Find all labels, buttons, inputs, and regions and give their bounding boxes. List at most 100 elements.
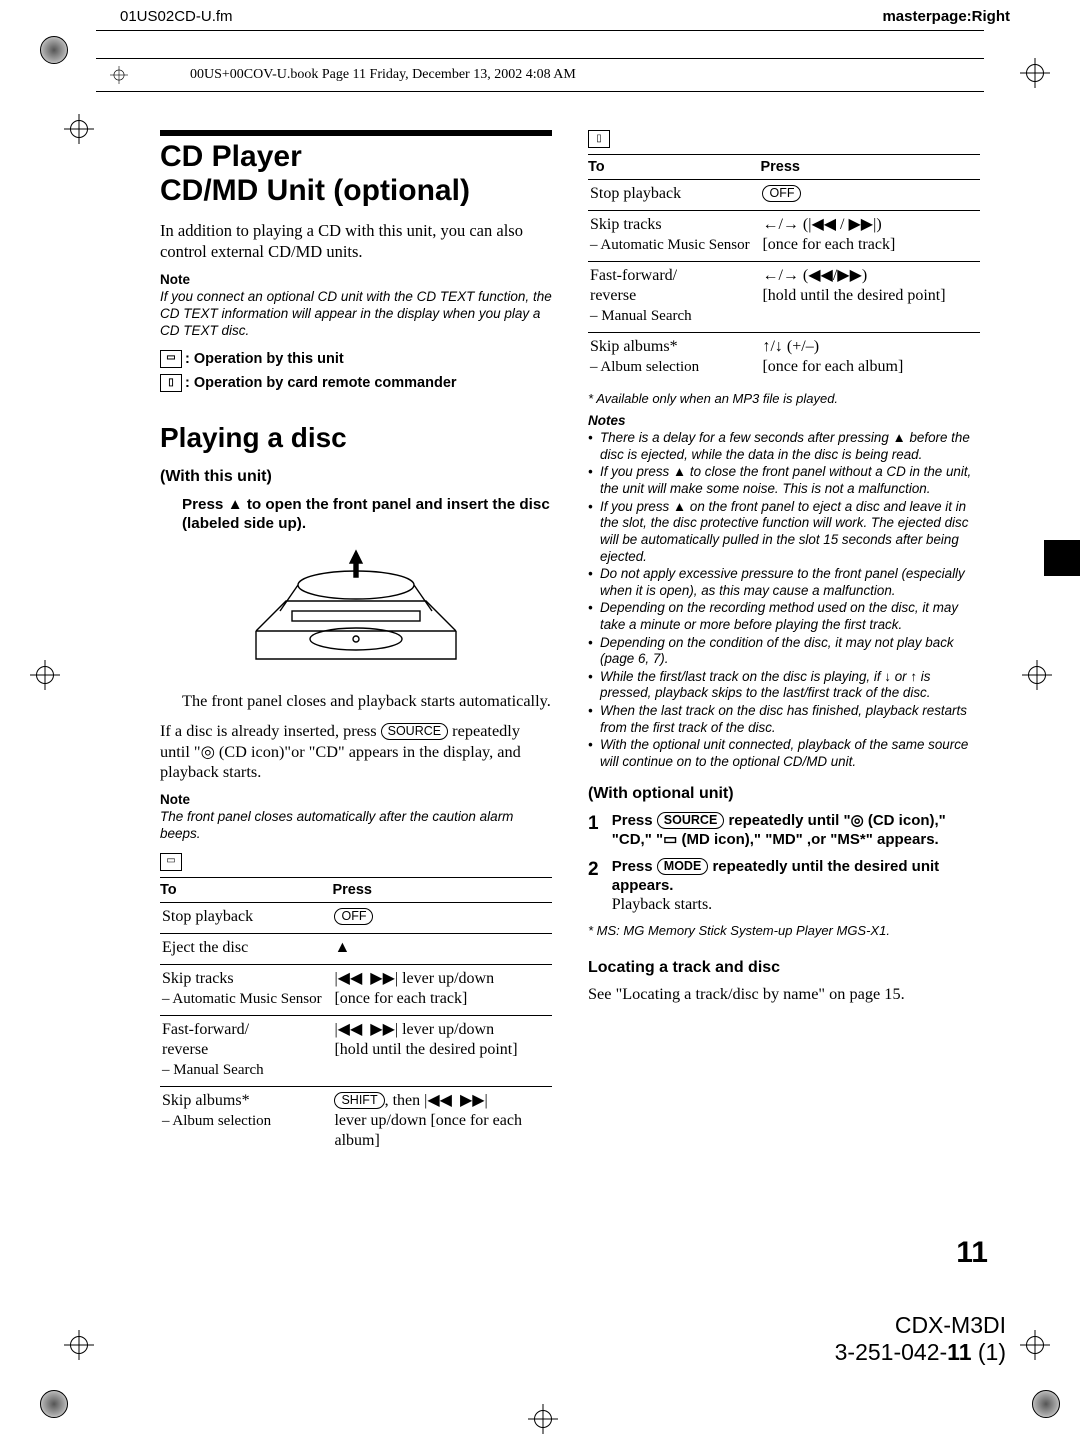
table-cell-press: SHIFT, then |◀◀ ▶▶|lever up/down [once f…	[332, 1086, 552, 1157]
footer-code-c: (1)	[972, 1339, 1007, 1365]
reg-top-left-cross-icon	[64, 114, 94, 149]
note1-heading: Note	[160, 272, 552, 289]
table-row: Stop playbackOFF	[160, 902, 552, 933]
table-cell-press: OFF	[332, 902, 552, 933]
note-item: If you press ▲ on the front panel to eje…	[588, 499, 980, 565]
table-row: Fast-forward/reverse– Manual Search|◀◀ ▶…	[160, 1015, 552, 1086]
already-c: (CD icon)"or "CD" appears in the display…	[160, 742, 521, 781]
legend-unit-text: : Operation by this unit	[185, 351, 344, 367]
reg-bot-center-icon	[528, 1404, 558, 1439]
remote-icon: ▯	[160, 374, 182, 392]
table-cell-to: Fast-forward/reverse– Manual Search	[588, 262, 760, 333]
remote-op-table: ToPress Stop playbackOFFSkip tracks– Aut…	[588, 154, 980, 383]
table-cell-to: Stop playback	[160, 902, 332, 933]
note-item: Depending on the condition of the disc, …	[588, 635, 980, 668]
legend-remote: ▯: Operation by card remote commander	[160, 374, 552, 392]
table-row: Skip albums*– Album selection↑/↓ (+/–)[o…	[588, 333, 980, 384]
note-item: If you press ▲ to close the front panel …	[588, 464, 980, 497]
unit-icon: ▭	[160, 350, 182, 368]
table-cell-press: ←/→ (|◀◀ / ▶▶|)[once for each track]	[760, 211, 980, 262]
legend-remote-text: : Operation by card remote commander	[185, 375, 457, 391]
reg-mid-right-icon	[1022, 660, 1052, 695]
footer-code-b: 11	[947, 1339, 971, 1365]
source-key: SOURCE	[381, 723, 448, 740]
unit-icon-2: ▭	[160, 853, 182, 871]
table-cell-press: |◀◀ ▶▶| lever up/down[once for each trac…	[332, 964, 552, 1015]
bookbar-text: 00US+00COV-U.book Page 11 Friday, Decemb…	[190, 67, 576, 83]
table-cell-to: Skip albums*– Album selection	[160, 1086, 332, 1157]
subhead-with-optional: (With optional unit)	[588, 784, 980, 804]
page-number: 11	[956, 1236, 988, 1270]
step-2-num: 2	[588, 858, 608, 882]
left-column: CD Player CD/MD Unit (optional) In addit…	[160, 130, 552, 1157]
table-cell-to: Stop playback	[588, 180, 760, 211]
insert-disc-illustration	[246, 541, 466, 681]
table-row: Skip tracks– Automatic Music Sensor|◀◀ ▶…	[160, 964, 552, 1015]
note2-text: The front panel closes automatically aft…	[160, 809, 552, 842]
locating-text: See "Locating a track/disc by name" on p…	[588, 984, 980, 1004]
remote-th-to: To	[588, 155, 760, 180]
table-row: Eject the disc▲	[160, 933, 552, 964]
section-playing-disc: Playing a disc	[160, 420, 552, 455]
note-item: While the first/last track on the disc i…	[588, 669, 980, 702]
table-cell-to: Skip albums*– Album selection	[588, 333, 760, 384]
table-cell-to: Eject the disc	[160, 933, 332, 964]
already-a: If a disc is already inserted, press	[160, 721, 381, 740]
title-line-2: CD/MD Unit (optional)	[160, 174, 470, 207]
bookbar-reg-icon	[110, 66, 128, 84]
subhead-with-unit: (With this unit)	[160, 467, 552, 487]
table-row: Fast-forward/reverse– Manual Search←/→ (…	[588, 262, 980, 333]
table-row: Stop playbackOFF	[588, 180, 980, 211]
footer-model: CDX-M3DI	[895, 1312, 1006, 1338]
after-insert-text: The front panel closes and playback star…	[182, 691, 552, 711]
section-rule	[160, 130, 552, 136]
remote-icon-2: ▯	[588, 130, 610, 148]
footer-code-a: 3-251-042-	[835, 1339, 948, 1365]
page-title: CD Player CD/MD Unit (optional)	[160, 140, 552, 207]
table-cell-press: |◀◀ ▶▶| lever up/down[hold until the des…	[332, 1015, 552, 1086]
edge-tab	[1044, 540, 1080, 576]
table-cell-press: ▲	[332, 933, 552, 964]
reg-top-right-icon	[1020, 58, 1050, 93]
header-right: masterpage:Right	[882, 8, 1010, 25]
note-item: There is a delay for a few seconds after…	[588, 430, 980, 463]
table-cell-press: ←/→ (◀◀/▶▶)[hold until the desired point…	[760, 262, 980, 333]
reg-bot-left-icon	[40, 1390, 68, 1423]
table-cell-to: Skip tracks– Automatic Music Sensor	[160, 964, 332, 1015]
step-1: 1 Press SOURCE repeatedly until "◎ (CD i…	[588, 812, 980, 850]
title-line-1: CD Player	[160, 140, 302, 173]
note2-heading: Note	[160, 792, 552, 809]
reg-top-left-icon	[40, 36, 68, 69]
s1d: (MD icon)," "MD" ,or "MS*" appears.	[677, 831, 938, 848]
intro-text: In addition to playing a CD with this un…	[160, 221, 552, 262]
table-row: Skip tracks– Automatic Music Sensor←/→ (…	[588, 211, 980, 262]
footnote-ms: * MS: MG Memory Stick System-up Player M…	[588, 923, 980, 939]
table-cell-to: Fast-forward/reverse– Manual Search	[160, 1015, 332, 1086]
note-item: With the optional unit connected, playba…	[588, 737, 980, 770]
table-cell-press: OFF	[760, 180, 980, 211]
header-rule	[96, 30, 984, 31]
reg-bot-right-cross-icon	[1020, 1330, 1050, 1365]
s1a: Press	[612, 812, 657, 829]
book-bar: 00US+00COV-U.book Page 11 Friday, Decemb…	[96, 58, 984, 92]
note1-text: If you connect an optional CD unit with …	[160, 289, 552, 339]
reg-bot-left-cross-icon	[64, 1330, 94, 1365]
source-key-2: SOURCE	[657, 812, 724, 829]
footnote-mp3: * Available only when an MP3 file is pla…	[588, 391, 980, 407]
step-press-eject: Press ▲ to open the front panel and inse…	[182, 495, 552, 533]
remote-th-press: Press	[760, 155, 980, 180]
mode-key: MODE	[657, 858, 709, 875]
reg-bot-right-icon	[1032, 1390, 1060, 1423]
table-row: Skip albums*– Album selectionSHIFT, then…	[160, 1086, 552, 1157]
s1b: repeatedly until "	[724, 812, 850, 829]
step-2: 2 Press MODE repeatedly until the desire…	[588, 858, 980, 916]
unit-th-to: To	[160, 877, 332, 902]
s2c: Playback starts.	[612, 896, 712, 913]
right-column: ▯ ToPress Stop playbackOFFSkip tracks– A…	[588, 130, 980, 1157]
footer: CDX-M3DI 3-251-042-11 (1)	[835, 1312, 1006, 1366]
note-item: When the last track on the disc has fini…	[588, 703, 980, 736]
note-item: Depending on the recording method used o…	[588, 600, 980, 633]
header-left: 01US02CD-U.fm	[120, 8, 233, 25]
table-cell-to: Skip tracks– Automatic Music Sensor	[588, 211, 760, 262]
already-inserted-text: If a disc is already inserted, press SOU…	[160, 721, 552, 782]
